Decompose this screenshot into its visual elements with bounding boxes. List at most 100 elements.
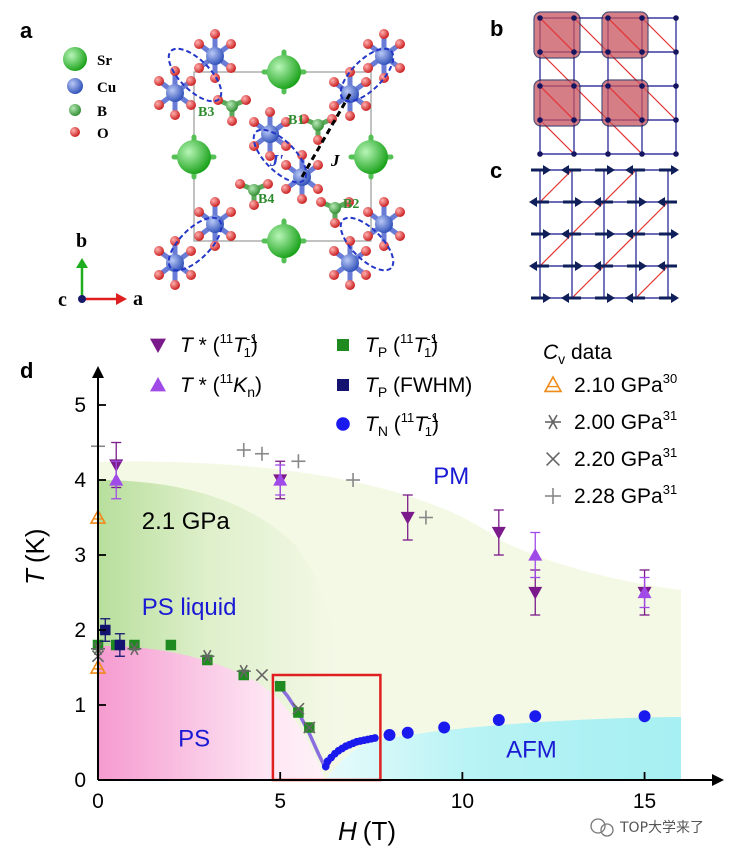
lattice-site: [571, 15, 577, 21]
oxygen-atom: [297, 194, 307, 204]
oxygen-atom: [226, 231, 236, 241]
oxygen-atom: [186, 76, 196, 86]
cv-legend-marker-0: [543, 375, 563, 393]
spin-arrowhead: [657, 197, 665, 207]
oxygen-atom: [210, 29, 220, 39]
oxygen-atom: [329, 270, 339, 280]
oxygen-atom: [170, 280, 180, 290]
panel-label-c: c: [490, 158, 502, 183]
oxygen-atom: [344, 197, 354, 207]
data-point-tstar_kn-0: [109, 473, 124, 486]
cv-legend-label-0: 2.10 GPa30: [574, 371, 677, 397]
oxygen-atom: [379, 197, 389, 207]
lattice-site: [673, 83, 679, 89]
series-cv_220: [91, 650, 316, 734]
oxygen-atom: [194, 39, 204, 49]
legend-label-0: T * (11T-1 1): [180, 331, 258, 360]
oxygen-atom: [210, 197, 220, 207]
legend-entry-4: TN (11T-1 1): [336, 410, 439, 439]
legend-marker-4: [336, 417, 350, 431]
oxygen-atom: [170, 66, 180, 76]
y-tick-label-2: 2: [74, 619, 86, 642]
oxygen-atom: [281, 117, 291, 127]
oxygen-atom: [329, 101, 339, 111]
oxygen-atom: [263, 179, 273, 189]
oxygen-atom: [345, 111, 355, 121]
spin-arrowhead: [543, 293, 551, 303]
oxygen-atom: [395, 231, 405, 241]
spin-arrowhead: [625, 165, 633, 175]
data-point-cv_220-1: [255, 668, 269, 682]
panel-b-lattice: [533, 11, 679, 157]
oxygen-atom: [329, 246, 339, 256]
cv-legend-title: Cv data: [543, 341, 612, 367]
oxygen-atom: [265, 151, 275, 161]
series-tn_t1: [321, 710, 651, 771]
dimer-ellipse: [339, 216, 395, 272]
crystal-structure-drawing: [154, 29, 405, 290]
cv-legend-marker-1: [545, 414, 561, 430]
oxygen-atom: [361, 101, 371, 111]
oxygen-atom: [170, 236, 180, 246]
legend-marker-0: [150, 338, 166, 353]
data-point-cv_228-1: [236, 443, 251, 457]
copper-atom: [261, 125, 279, 143]
spin-arrowhead: [593, 261, 601, 271]
lattice-site: [571, 49, 577, 55]
dimer-bond: [539, 85, 575, 121]
spin-arrowhead: [671, 293, 679, 303]
spin-arrowhead: [543, 165, 551, 175]
oxygen-atom: [226, 63, 236, 73]
oxygen-atom: [235, 179, 245, 189]
cv-legend-label-2: 2.20 GPa31: [574, 445, 677, 471]
y-tick-label-4: 4: [74, 469, 86, 492]
copper-atom: [166, 84, 184, 102]
spin-arrowhead: [625, 229, 633, 239]
site-label-b4: B4: [258, 192, 274, 207]
oxygen-atom: [249, 200, 259, 210]
spin-arrowhead: [671, 165, 679, 175]
boron-atom: [248, 184, 260, 196]
oxygen-atom: [313, 160, 323, 170]
dimer-ellipse: [339, 47, 395, 103]
y-axis-variable: T: [20, 567, 50, 585]
cv-legend-entry-2: 2.20 GPa31: [546, 445, 677, 471]
legend-b-sphere: [69, 104, 81, 116]
y-axis-title: T (K): [20, 528, 50, 585]
boron-atom: [312, 119, 324, 131]
data-point-tstar_kn-2: [528, 548, 543, 561]
a-axis-label: a: [133, 288, 143, 310]
lattice-site: [537, 83, 543, 89]
region-label-3: PS: [178, 725, 210, 752]
region-afm: [325, 717, 681, 780]
axis-ticks: 0 5 10 15 0 1 2 3 4 5: [74, 394, 656, 813]
spin-arrowhead: [561, 293, 569, 303]
wechat-icon-second-bubble: [600, 823, 614, 837]
legend-entry-0: T * (11T-1 1): [150, 331, 258, 360]
cv-legend-entry-0: 2.10 GPa30: [543, 371, 677, 397]
cv-legend-label-3: 2.28 GPa31: [574, 482, 677, 508]
dimer-bond: [607, 17, 643, 53]
oxygen-atom: [395, 63, 405, 73]
strontium-atom: [354, 140, 388, 174]
interdimer-coupling-line: [300, 93, 352, 178]
spin-arrowhead: [593, 197, 601, 207]
data-point-cv_228-5: [418, 510, 433, 525]
data-point-tstar_kn-3: [637, 585, 652, 599]
spin-arrowhead: [529, 261, 537, 271]
y-axis-arrowhead: [92, 366, 104, 378]
lattice-site: [605, 83, 611, 89]
region-label-0: 2.1 GPa: [142, 508, 231, 535]
dimer-bond: [603, 169, 637, 203]
b-axis-arrowhead: [76, 258, 88, 268]
a-axis-arrowhead: [116, 293, 127, 305]
legend-marker-3: [337, 379, 349, 391]
dimer-bond: [635, 201, 669, 235]
axes: 0 5 10 15 0 1 2 3 4 5 H (T) T (K): [20, 366, 724, 846]
x-axis-variable: H: [338, 816, 357, 846]
boron-atom: [329, 202, 341, 214]
watermark: TOP大学来了: [590, 818, 704, 837]
oxygen-atom: [281, 141, 291, 151]
spin-arrowhead: [575, 261, 583, 271]
x-tick-label-10: 10: [451, 790, 474, 813]
